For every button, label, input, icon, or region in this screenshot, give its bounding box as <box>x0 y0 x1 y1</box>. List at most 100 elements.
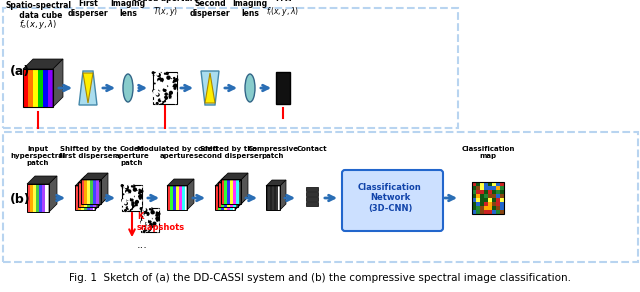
Circle shape <box>164 86 168 89</box>
Circle shape <box>145 217 148 219</box>
Circle shape <box>155 224 158 227</box>
Bar <box>230 182 233 207</box>
Circle shape <box>128 207 132 211</box>
Circle shape <box>124 201 127 204</box>
Circle shape <box>130 198 133 201</box>
Bar <box>33 184 36 212</box>
Bar <box>221 179 224 204</box>
Circle shape <box>140 186 143 188</box>
Circle shape <box>164 92 168 96</box>
Bar <box>476 202 480 206</box>
Polygon shape <box>49 176 57 212</box>
Circle shape <box>174 89 177 93</box>
Text: Imaging
lens: Imaging lens <box>111 0 145 18</box>
Bar <box>306 202 318 206</box>
Circle shape <box>136 195 138 197</box>
Circle shape <box>171 75 173 78</box>
Circle shape <box>149 223 153 226</box>
Circle shape <box>121 201 125 206</box>
Circle shape <box>152 222 157 226</box>
Polygon shape <box>280 180 286 210</box>
Bar <box>90 185 93 210</box>
Circle shape <box>138 196 140 198</box>
Circle shape <box>166 84 167 86</box>
Polygon shape <box>266 180 286 186</box>
Circle shape <box>156 71 159 74</box>
Text: Compressive
patch: Compressive patch <box>248 146 298 159</box>
Circle shape <box>160 79 163 83</box>
Bar <box>480 186 484 190</box>
Bar <box>28 69 33 107</box>
Circle shape <box>163 100 166 102</box>
Circle shape <box>147 206 151 211</box>
Bar <box>500 182 504 186</box>
Bar <box>236 179 239 204</box>
Text: $f_o(x, y, \lambda)$: $f_o(x, y, \lambda)$ <box>19 18 57 31</box>
Circle shape <box>137 201 141 204</box>
Polygon shape <box>218 176 245 183</box>
Circle shape <box>122 193 124 195</box>
Circle shape <box>152 100 155 102</box>
Bar <box>227 182 230 207</box>
Circle shape <box>160 78 164 82</box>
Circle shape <box>127 208 130 211</box>
Circle shape <box>157 86 160 90</box>
Text: K
snapshots: K snapshots <box>137 212 185 232</box>
Bar <box>87 182 90 207</box>
Circle shape <box>127 188 129 190</box>
Circle shape <box>172 94 175 98</box>
Circle shape <box>124 184 127 187</box>
Bar <box>167 185 187 210</box>
Bar <box>488 202 492 206</box>
Bar <box>75 185 95 210</box>
Circle shape <box>154 83 156 84</box>
Circle shape <box>156 211 158 214</box>
Text: Imaging
lens: Imaging lens <box>232 0 268 18</box>
Bar <box>276 72 290 104</box>
Circle shape <box>135 200 139 204</box>
Bar <box>153 72 177 104</box>
Circle shape <box>150 207 154 211</box>
Text: Shifted by the
first disperser: Shifted by the first disperser <box>60 146 116 159</box>
Bar <box>122 185 142 211</box>
Circle shape <box>127 189 131 193</box>
Circle shape <box>141 221 144 224</box>
Circle shape <box>152 71 155 74</box>
Bar <box>81 182 84 207</box>
Bar <box>476 206 480 210</box>
Bar <box>272 185 274 210</box>
Circle shape <box>156 226 159 229</box>
Circle shape <box>132 185 136 188</box>
Bar <box>215 185 235 210</box>
Circle shape <box>139 197 142 200</box>
Circle shape <box>140 190 143 193</box>
Polygon shape <box>215 179 242 186</box>
Circle shape <box>139 204 142 208</box>
Polygon shape <box>27 176 57 184</box>
Bar <box>488 210 492 214</box>
Circle shape <box>143 230 146 233</box>
Circle shape <box>131 204 135 208</box>
Circle shape <box>154 222 158 226</box>
Circle shape <box>138 190 142 194</box>
Bar <box>173 185 176 210</box>
Circle shape <box>139 199 143 202</box>
Text: Modulated by coded
aperture: Modulated by coded aperture <box>136 146 218 159</box>
Bar <box>488 198 492 202</box>
Bar <box>274 185 276 210</box>
Circle shape <box>140 220 145 225</box>
Circle shape <box>154 212 156 213</box>
Text: ...: ... <box>136 240 147 250</box>
Circle shape <box>161 70 166 75</box>
Circle shape <box>158 88 161 91</box>
Polygon shape <box>101 173 108 204</box>
Bar <box>472 182 476 186</box>
Circle shape <box>158 98 162 102</box>
Circle shape <box>168 93 171 96</box>
Circle shape <box>124 201 128 206</box>
Circle shape <box>146 226 150 230</box>
Bar <box>84 179 87 204</box>
Circle shape <box>172 81 175 83</box>
Circle shape <box>145 211 147 213</box>
Bar <box>87 179 90 204</box>
